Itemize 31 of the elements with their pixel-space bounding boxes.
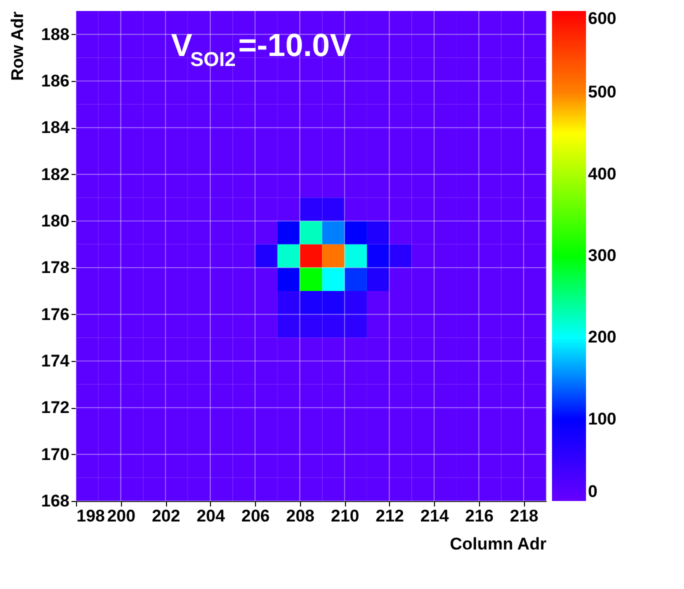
x-tick-label: 202 [152,506,180,526]
x-tick-label: 204 [196,506,226,526]
x-tick-label: 212 [376,506,404,526]
color-bar-label: 0 [588,482,598,501]
x-tick-label: 214 [420,506,450,526]
color-bar-label: 600 [588,9,616,28]
color-bar-label: 200 [588,328,616,347]
x-tick-label: 198 [76,506,105,526]
y-tick-label: 174 [41,352,70,370]
y-tick-label: 178 [41,258,70,278]
y-tick-label: 186 [41,72,70,90]
y-tick-label: 172 [41,398,70,418]
color-bar-label: 400 [588,164,616,184]
color-bar-label: 500 [588,82,616,102]
x-axis-title: Column Adr [450,534,547,554]
x-tick-label: 218 [510,506,538,526]
y-axis-title: Row Adr [8,11,28,81]
y-tick-label: 180 [41,212,70,230]
x-tick-label: 206 [241,506,270,526]
y-tick-label: 188 [41,24,70,44]
x-tick-label: 208 [286,506,314,526]
color-bar-label: 100 [588,409,616,428]
color-bar-label: 300 [588,246,616,265]
y-tick-label: 176 [41,304,70,324]
y-tick-label: 184 [41,118,70,138]
x-tick-label: 210 [330,506,360,526]
y-tick-label: 170 [41,444,70,464]
x-tick-label: 216 [465,506,494,526]
y-tick-label: 182 [41,164,70,184]
x-tick-label: 200 [107,506,136,526]
y-tick-label: 168 [41,492,70,510]
